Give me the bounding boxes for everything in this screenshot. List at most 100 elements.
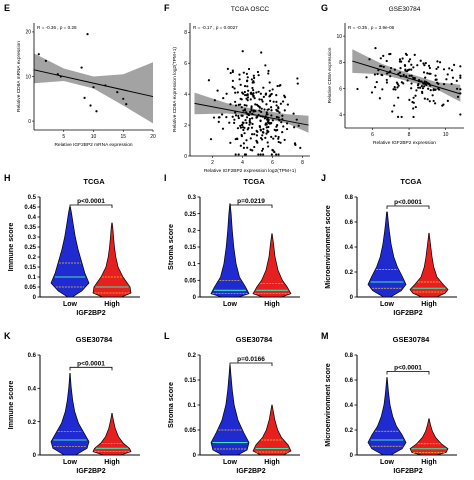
y-tick-label: 0.6	[28, 353, 37, 359]
correlation-annotation: R = -0.36 , p = 0.28	[37, 25, 77, 30]
x-tick-label: 2	[211, 160, 214, 166]
data-point	[432, 89, 435, 92]
data-point	[265, 103, 268, 106]
data-point	[422, 71, 426, 74]
chart-title: GSE30784	[389, 6, 421, 13]
data-point	[455, 79, 458, 82]
data-point	[234, 114, 238, 117]
y-tick-label: 0.15	[184, 378, 196, 384]
data-point	[250, 78, 253, 81]
data-point	[269, 93, 272, 96]
data-point	[436, 60, 439, 63]
y-tick-label: 0.2	[345, 428, 354, 434]
data-point	[407, 60, 411, 63]
data-point	[229, 103, 232, 106]
data-point	[451, 76, 455, 79]
data-point	[271, 119, 274, 122]
data-point	[401, 57, 404, 60]
data-point	[427, 64, 431, 67]
data-point	[248, 117, 252, 121]
data-point	[253, 97, 256, 100]
data-point	[434, 88, 437, 91]
data-point	[276, 84, 279, 88]
data-point	[238, 78, 241, 81]
data-point	[255, 139, 258, 142]
violin-low	[50, 372, 90, 456]
data-point	[285, 127, 289, 131]
data-point	[445, 78, 448, 81]
data-point	[275, 100, 278, 103]
data-point	[414, 105, 417, 109]
y-tick-label: 20	[25, 30, 31, 36]
data-point	[398, 71, 402, 74]
data-point	[244, 119, 247, 122]
data-point	[282, 125, 285, 128]
data-point	[245, 121, 248, 124]
y-tick-label: 0.2	[28, 255, 37, 261]
panel-letter: M	[321, 331, 329, 341]
data-point	[261, 100, 264, 103]
y-tick-label: 2	[184, 123, 187, 129]
data-point	[456, 95, 460, 98]
data-point	[426, 98, 429, 101]
panel-letter: H	[4, 173, 11, 183]
data-point	[402, 82, 405, 85]
significance-bracket	[229, 204, 273, 208]
data-point	[258, 125, 262, 129]
data-point	[436, 81, 439, 84]
data-point	[292, 112, 295, 115]
data-point	[408, 74, 411, 77]
category-label: Low	[63, 301, 78, 308]
category-label: High	[421, 459, 437, 466]
data-point	[242, 146, 246, 149]
data-point	[244, 153, 248, 156]
data-point	[380, 65, 383, 68]
data-point	[421, 87, 425, 90]
data-point	[434, 78, 438, 81]
data-point	[245, 97, 248, 100]
data-point	[218, 116, 221, 119]
data-point	[459, 65, 462, 68]
data-point	[412, 66, 415, 69]
data-point	[233, 121, 236, 124]
y-axis-label: Relative CD8A mRNA expression	[16, 41, 22, 112]
data-point	[385, 59, 388, 63]
data-point	[242, 128, 245, 132]
y-tick-label: 0	[33, 295, 37, 301]
data-point	[234, 153, 237, 156]
scatter-panel-e: E 5 10 15 20 0 10 20 Relative IGF2BP2 mRNA expre…	[4, 3, 156, 148]
data-point	[231, 115, 234, 118]
data-point	[418, 86, 422, 89]
data-point	[408, 68, 411, 71]
y-tick-label: 4	[184, 92, 187, 98]
data-point	[277, 140, 280, 144]
data-point	[236, 127, 240, 130]
data-point	[271, 88, 274, 91]
data-point	[398, 58, 402, 61]
data-point	[403, 64, 407, 67]
data-point	[243, 84, 247, 88]
data-point	[277, 116, 280, 119]
data-point	[247, 113, 250, 117]
data-point	[255, 116, 258, 119]
data-point	[246, 128, 249, 131]
data-point	[380, 73, 383, 76]
violin-low	[50, 206, 90, 298]
data-point	[417, 79, 421, 82]
data-point	[80, 66, 83, 69]
data-point	[237, 153, 240, 156]
data-point	[252, 92, 255, 95]
y-tick-label: 0.2	[188, 353, 197, 359]
x-tick-label: 8	[408, 132, 411, 138]
correlation-annotation: R = -0.17 , p = 0.0027	[193, 25, 238, 30]
data-point	[239, 144, 242, 147]
data-point	[260, 51, 263, 54]
data-point	[257, 74, 260, 77]
data-point	[251, 122, 254, 126]
data-point	[280, 121, 283, 124]
chart-title: GSE30784	[76, 335, 114, 344]
significance-bracket	[69, 366, 113, 371]
data-point	[396, 82, 399, 86]
data-point	[428, 66, 431, 70]
y-tick-label: 0.2	[188, 229, 197, 235]
